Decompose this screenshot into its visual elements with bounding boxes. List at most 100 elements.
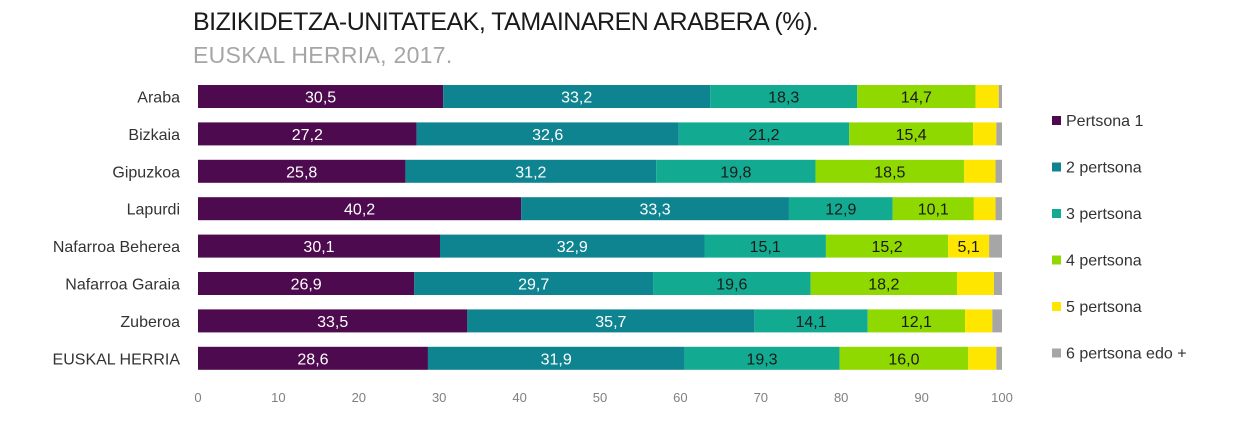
data-label: 18,5 [874, 164, 905, 181]
bar-segment [198, 85, 444, 108]
bar-segment [996, 122, 1002, 146]
category-label: EUSKAL HERRIA [53, 351, 181, 368]
legend-entry: 3 pertsona [1066, 206, 1142, 223]
bar-segment [405, 159, 657, 183]
bar-segment [948, 234, 990, 258]
data-label: 18,3 [768, 90, 799, 107]
category-label: Nafarroa Garaia [65, 277, 180, 294]
data-label: 5,1 [958, 239, 980, 256]
bar-segment [198, 234, 441, 258]
bar-segment [198, 159, 406, 183]
bar-segment [867, 309, 966, 333]
data-label: 32,9 [557, 239, 588, 256]
bar-segment [198, 346, 428, 370]
x-tick-label: 70 [754, 390, 768, 405]
data-label: 26,9 [291, 277, 322, 294]
bar-segment [973, 197, 996, 221]
category-label: Nafarroa Beherea [53, 239, 180, 256]
data-label: 32,6 [532, 127, 563, 144]
bar-segment [857, 85, 976, 108]
bar-segment [440, 234, 705, 258]
bar-segment [427, 346, 685, 370]
chart-subtitle: EUSKAL HERRIA, 2017. [193, 42, 453, 68]
legend-swatch [1052, 348, 1061, 358]
data-label: 31,2 [515, 164, 546, 181]
bar-segment [973, 122, 997, 146]
data-label: 30,5 [305, 90, 336, 107]
legend-swatch [1052, 116, 1061, 125]
data-label: 19,3 [746, 351, 777, 368]
data-label: 25,8 [286, 164, 317, 181]
category-label: Zuberoa [120, 314, 180, 331]
data-label: 15,4 [896, 127, 927, 144]
data-label: 14,1 [795, 314, 826, 331]
legend-swatch [1052, 162, 1061, 172]
bar-segment [892, 197, 974, 221]
data-label: 19,8 [720, 164, 751, 181]
bar-segment [656, 159, 816, 183]
data-label: 15,1 [750, 239, 781, 256]
bar-segment [965, 309, 993, 333]
bar-segment [839, 346, 969, 370]
bar-segment [815, 159, 965, 183]
x-tick-label: 20 [352, 390, 366, 405]
data-label: 12,9 [825, 202, 856, 219]
bar-segment [995, 197, 1002, 221]
x-tick-label: 60 [673, 390, 687, 405]
bar-segment [968, 346, 997, 370]
bar-segment [998, 85, 1002, 108]
data-label: 35,7 [595, 314, 626, 331]
bar-segment [678, 122, 850, 146]
category-label: Araba [137, 90, 180, 107]
category-label: Gipuzkoa [112, 164, 180, 181]
bar-segment [414, 272, 654, 295]
data-label: 10,1 [918, 202, 949, 219]
legend-entry: 5 pertsona [1066, 299, 1142, 316]
bar-segment [825, 234, 949, 258]
bar-segment [992, 309, 1002, 333]
data-label: 40,2 [344, 202, 375, 219]
bar-segment [956, 272, 994, 295]
data-label: 33,2 [561, 90, 592, 107]
data-label: 12,1 [901, 314, 932, 331]
bar-segment [198, 272, 415, 295]
chart-title: BIZIKIDETZA-UNITATEAK, TAMAINAREN ARABER… [193, 8, 819, 36]
bar-segment [975, 85, 999, 108]
bar-segment [198, 197, 522, 221]
data-label: 33,5 [317, 314, 348, 331]
legend-swatch [1052, 302, 1061, 311]
x-tick-label: 0 [194, 390, 201, 405]
bar-segment [704, 234, 826, 258]
bar-segment [993, 272, 1002, 295]
bar-segment [964, 159, 996, 183]
bar-segment [198, 122, 417, 146]
bar-segment [653, 272, 811, 295]
bar-segment [995, 159, 1002, 183]
bar-segment [467, 309, 755, 333]
bar-segment [198, 309, 468, 333]
data-label: 19,6 [716, 277, 747, 294]
bar-segment [754, 309, 868, 333]
legend-entry: 6 pertsona edo + [1066, 346, 1187, 363]
x-tick-label: 10 [271, 390, 285, 405]
legend-entry: 4 pertsona [1066, 253, 1142, 270]
data-label: 33,3 [640, 202, 671, 219]
x-tick-label: 80 [834, 390, 848, 405]
bar-segment [684, 346, 840, 370]
data-label: 31,9 [541, 351, 572, 368]
legend-entry: 2 pertsona [1066, 160, 1142, 177]
data-label: 14,7 [901, 90, 932, 107]
data-label: 15,2 [871, 239, 902, 256]
bar-segment [989, 234, 1002, 258]
bar-segment [416, 122, 679, 146]
legend-swatch [1052, 209, 1061, 218]
legend-swatch [1052, 255, 1061, 265]
bar-segment [443, 85, 711, 108]
data-label: 16,0 [888, 351, 919, 368]
bar-segment [521, 197, 789, 221]
bar-segment [710, 85, 858, 108]
data-label: 30,1 [303, 239, 334, 256]
data-label: 21,2 [748, 127, 779, 144]
bar-segment [810, 272, 957, 295]
